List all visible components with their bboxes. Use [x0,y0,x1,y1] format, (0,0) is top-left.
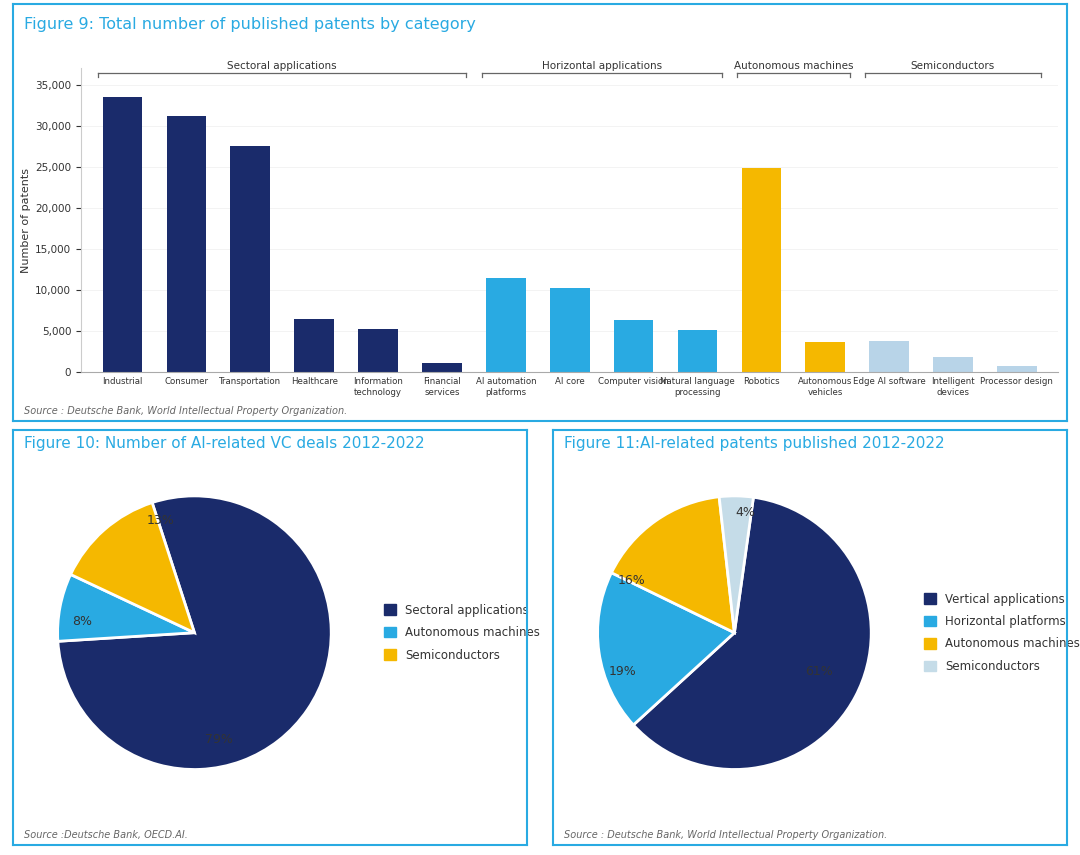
Text: Figure 9: Total number of published patents by category: Figure 9: Total number of published pate… [24,17,475,32]
Wedge shape [633,498,872,770]
Wedge shape [58,496,332,770]
Bar [742,168,781,372]
Y-axis label: Number of patents: Number of patents [21,168,31,273]
Bar [550,288,590,372]
Wedge shape [70,503,194,633]
Bar [806,342,845,372]
Text: 4%: 4% [735,506,755,519]
Text: Semiconductors: Semiconductors [910,61,995,71]
Text: Source :Deutsche Bank, OECD.AI.: Source :Deutsche Bank, OECD.AI. [24,829,188,840]
Bar [230,146,270,372]
Text: Sectoral applications: Sectoral applications [228,61,337,71]
Bar [486,279,526,372]
Bar [997,366,1037,372]
Text: 8%: 8% [72,616,92,628]
Bar [359,329,397,372]
Text: Figure 10: Number of AI-related VC deals 2012-2022: Figure 10: Number of AI-related VC deals… [24,436,424,451]
Text: Figure 11:AI-related patents published 2012-2022: Figure 11:AI-related patents published 2… [564,436,944,451]
Text: 13%: 13% [146,514,174,527]
Text: 16%: 16% [618,575,646,587]
Text: Source : Deutsche Bank, World Intellectual Property Organization.: Source : Deutsche Bank, World Intellectu… [24,406,347,416]
Text: 19%: 19% [608,664,636,677]
Bar [103,97,143,372]
Bar [422,363,462,372]
Text: Autonomous machines: Autonomous machines [733,61,853,71]
Text: Horizontal applications: Horizontal applications [541,61,662,71]
Legend: Sectoral applications, Autonomous machines, Semiconductors: Sectoral applications, Autonomous machin… [378,598,546,668]
Bar [613,321,653,372]
Bar [869,341,909,372]
Bar [166,116,206,372]
Legend: Vertical applications, Horizontal platforms, Autonomous machines, Semiconductors: Vertical applications, Horizontal platfo… [918,587,1080,679]
Wedge shape [719,496,754,633]
Bar [295,319,334,372]
Wedge shape [597,573,734,725]
Bar [677,330,717,372]
Text: 61%: 61% [806,664,833,677]
Wedge shape [611,497,734,633]
Text: Source : Deutsche Bank, World Intellectual Property Organization.: Source : Deutsche Bank, World Intellectu… [564,829,887,840]
Wedge shape [57,575,194,641]
Bar [933,357,973,372]
Text: 79%: 79% [205,733,233,746]
